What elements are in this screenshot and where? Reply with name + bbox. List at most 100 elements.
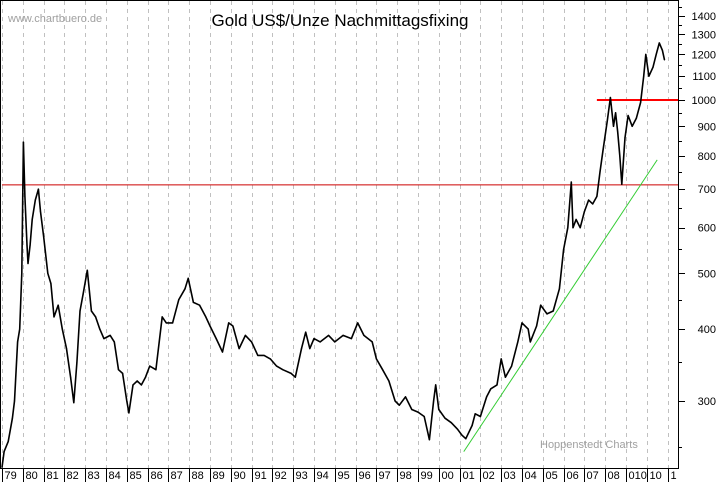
price-point [184,288,186,290]
price-point [609,96,612,99]
price-point [17,341,19,343]
price-point [428,439,431,441]
price-point [606,120,608,122]
price-point [496,384,498,386]
x-tick-label: 91 [255,470,267,482]
price-point [417,411,419,413]
reference-lines [2,99,678,452]
price-point [546,313,548,315]
y-tick-label: 1300 [692,29,716,41]
price-point [621,183,623,185]
x-tick-label: 81 [47,470,59,482]
price-point [450,422,452,424]
price-point [95,316,97,318]
price-point [205,316,207,318]
price-point [19,328,21,330]
x-tick-label: 83 [88,470,100,482]
price-point [34,199,36,201]
price-point [327,334,330,337]
price-point [238,347,240,350]
price-point [382,369,384,371]
x-tick-label: 88 [192,470,204,482]
y-tick-label: 1200 [692,49,716,61]
series-gold [1,42,666,469]
price-point [471,424,473,427]
price-point [126,400,128,402]
price-point [244,334,246,337]
price-point [411,408,413,411]
price-point [178,299,180,301]
price-point [149,365,151,367]
price-point [517,341,519,343]
price-point [527,328,529,330]
price-point [474,413,476,415]
price-point [47,272,49,274]
price-point [132,384,134,386]
price-point [575,218,577,221]
price-point [423,415,425,418]
price-point [76,361,78,364]
y-tick-label: 1400 [692,11,716,23]
price-point [128,412,130,414]
price-point [655,53,657,56]
price-point [438,408,440,411]
price-point [82,293,84,295]
x-tick-label: 80 [26,470,38,482]
price-point [486,396,488,398]
price-point [639,101,642,104]
price-point [136,380,138,382]
x-tick-label: 86 [151,470,163,482]
x-tick-label: 87 [171,470,183,482]
x-tick-label: 010 [629,470,647,482]
x-tick-label: 89 [213,470,225,482]
price-point [521,322,523,324]
watermark-hoppenstedt: Hoppenstedt Charts [540,439,638,451]
price-point [583,210,586,213]
price-point [31,218,33,221]
x-tick-label: 95 [338,470,350,482]
x-tick-label: 93 [296,470,308,482]
price-point [596,195,598,198]
price-point [570,181,572,183]
price-point [140,384,142,386]
price-point [29,244,31,246]
x-tick-label: 82 [67,470,79,482]
price-point [334,341,336,343]
price-point [50,282,52,285]
y-tick-label: 900 [698,121,716,133]
trend-line [463,159,658,452]
price-point [535,325,538,327]
price-point [587,199,590,201]
price-point [612,125,615,127]
x-axis: 79 80 81 82 83 84 85 86 87 88 89 90 91 92 93 94 95 96 97 98… [2,468,677,482]
price-point [155,369,157,371]
price-point [37,188,40,190]
price-point [305,331,307,333]
price-point [70,376,72,378]
price-point [652,66,654,68]
x-tick-label: 84 [109,470,121,482]
x-tick-label: 00 [442,470,454,482]
y-tick-label: 300 [698,396,716,408]
price-line [1,42,666,468]
price-point [21,272,23,274]
price-point [209,325,211,327]
price-point [144,376,147,378]
price-point [599,171,601,173]
y-tick-label: 400 [698,324,716,336]
price-point [309,347,311,350]
price-point [456,428,459,430]
price-point [282,369,284,371]
price-point [251,341,253,343]
price-point [165,322,167,324]
x-tick-label: 96 [359,470,371,482]
vertical-gridlines [2,1,669,468]
price-point [648,75,650,77]
price-point [228,322,230,324]
price-point [500,358,502,360]
x-tick-label: 02 [483,470,495,482]
x-tick-label: 79 [5,470,17,482]
price-point [479,415,481,418]
price-point [39,210,42,213]
